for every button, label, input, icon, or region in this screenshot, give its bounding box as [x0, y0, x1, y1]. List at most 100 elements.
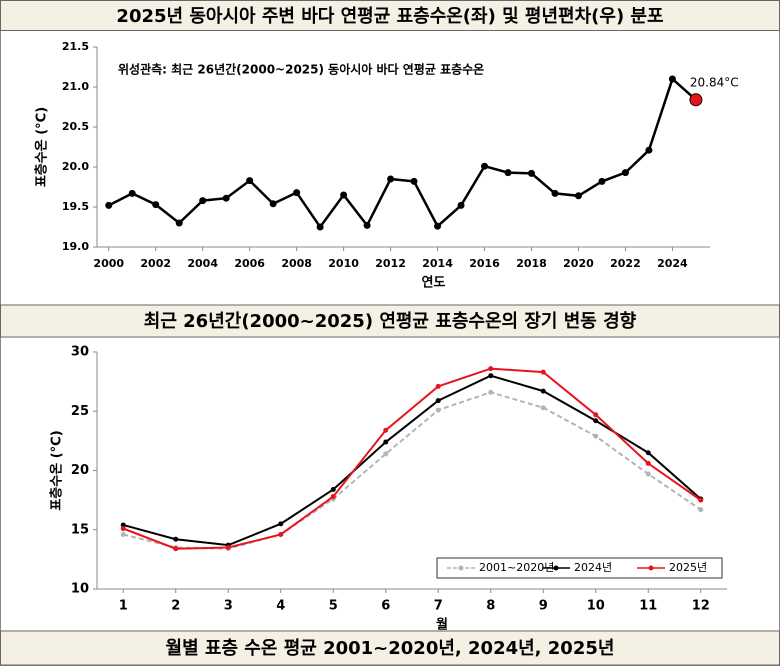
data-point [435, 383, 441, 389]
data-point [246, 177, 254, 185]
data-point [488, 373, 494, 379]
x-tick-label: 5 [329, 599, 338, 614]
x-tick-label: 1 [119, 599, 128, 614]
data-point [278, 521, 284, 527]
legend-label: 2024년 [574, 561, 612, 574]
data-point [383, 427, 389, 433]
legend-label: 2001~2020년 [479, 561, 554, 574]
data-point [173, 546, 179, 552]
y-tick-label: 25 [71, 404, 89, 419]
data-point [504, 169, 512, 177]
y-tick-label: 20.5 [62, 120, 89, 133]
data-point [528, 169, 536, 177]
y-tick-label: 10 [71, 582, 89, 597]
x-tick-label: 7 [434, 599, 443, 614]
data-point [698, 507, 704, 513]
data-point [120, 531, 126, 537]
x-tick-label: 2024 [657, 257, 688, 270]
chart-title: 최근 26년간(2000~2025) 연평균 표층수온의 장기 변동 경향 [144, 311, 637, 332]
data-point [293, 189, 301, 197]
data-point [120, 526, 126, 532]
data-point [330, 486, 336, 492]
x-tick-label: 4 [276, 599, 285, 614]
data-point [278, 531, 284, 537]
x-tick-label: 2000 [93, 257, 124, 270]
data-label: 20.84°C [690, 75, 739, 89]
x-tick-label: 2004 [187, 257, 218, 270]
header-bar [0, 0, 780, 31]
x-tick-label: 2012 [375, 257, 406, 270]
data-point [481, 162, 489, 170]
data-point [488, 366, 494, 372]
data-point [645, 471, 651, 477]
data-point [435, 398, 441, 404]
x-tick-label: 2018 [516, 257, 547, 270]
series-line [122, 374, 702, 547]
x-tick-label: 8 [486, 599, 495, 614]
x-tick-label: 6 [381, 599, 390, 614]
data-point [340, 191, 348, 199]
x-tick-label: 2010 [328, 257, 359, 270]
data-point [175, 219, 183, 227]
data-point [225, 545, 231, 551]
data-point [551, 189, 559, 197]
data-point [383, 439, 389, 445]
header-bar [0, 630, 780, 666]
x-tick-label: 11 [639, 599, 657, 614]
x-tick-label: 2016 [469, 257, 500, 270]
y-tick-label: 20.0 [62, 160, 89, 173]
data-point [434, 222, 442, 230]
data-point [488, 389, 494, 395]
x-tick-label: 12 [692, 599, 710, 614]
x-axis-label: 연도 [422, 276, 446, 291]
data-point [574, 192, 582, 200]
data-point [316, 223, 324, 231]
data-point [435, 407, 441, 413]
data-point [540, 388, 546, 394]
legend-marker [648, 565, 654, 571]
data-point [387, 175, 395, 183]
x-tick-label: 2022 [610, 257, 641, 270]
x-tick-label: 3 [224, 599, 233, 614]
data-point [598, 177, 606, 185]
data-point [199, 197, 207, 205]
data-point [363, 221, 371, 229]
data-point [120, 522, 126, 528]
data-point [173, 536, 179, 542]
data-point [383, 451, 389, 457]
data-point [152, 201, 160, 209]
series-line [108, 76, 697, 230]
data-point [457, 201, 465, 209]
y-axis-label: 표층수온 (°C) [49, 430, 65, 510]
x-axis-label: 월 [436, 617, 448, 633]
data-point [645, 450, 651, 456]
data-point [128, 189, 136, 197]
x-tick-label: 9 [539, 599, 548, 614]
data-point [540, 405, 546, 411]
x-tick-label: 2008 [281, 257, 312, 270]
data-point [330, 494, 336, 500]
legend-marker [553, 565, 559, 571]
data-point [410, 177, 418, 185]
y-axis-label: 표층수온 (°C) [34, 107, 50, 187]
data-point [593, 433, 599, 439]
subtitle: 위성관측: 최근 26년간(2000~2025) 동아시아 바다 연평균 표층수… [118, 62, 484, 77]
legend-label: 2025년 [669, 561, 707, 574]
x-tick-label: 2014 [422, 257, 453, 270]
x-tick-label: 2 [171, 599, 180, 614]
x-tick-label: 2002 [140, 257, 171, 270]
data-point [668, 75, 676, 83]
data-point [645, 146, 653, 154]
data-point [269, 200, 277, 208]
y-tick-label: 21.5 [62, 40, 89, 53]
y-tick-label: 20 [71, 463, 89, 478]
data-point [593, 418, 599, 424]
data-point [222, 194, 230, 202]
y-tick-label: 19.0 [62, 240, 89, 253]
data-point [593, 412, 599, 418]
header-bar [0, 304, 780, 338]
x-tick-label: 2006 [234, 257, 265, 270]
x-tick-label: 2020 [563, 257, 594, 270]
y-tick-label: 15 [71, 522, 89, 537]
